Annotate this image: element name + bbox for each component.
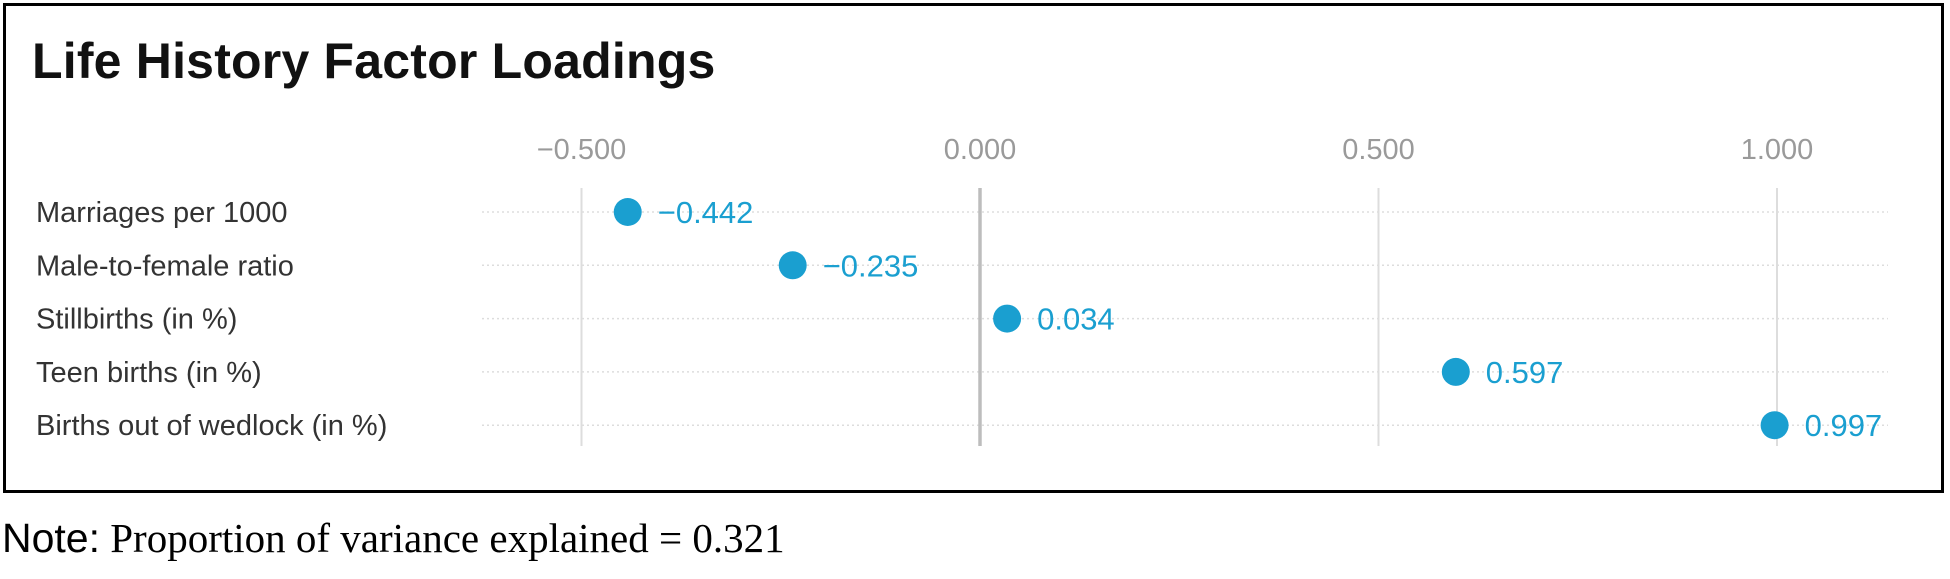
chart-title: Life History Factor Loadings [32,33,716,89]
data-point [1441,357,1470,386]
data-point [613,198,642,226]
note-label: Note: [2,515,100,561]
x-tick-label: 0.500 [1342,134,1415,166]
category-label: Teen births (in %) [36,357,262,389]
data-point [778,251,807,280]
value-label: −0.442 [658,195,754,230]
x-tick-label: 1.000 [1741,134,1814,166]
value-label: 0.997 [1805,408,1883,443]
category-label: Male-to-female ratio [36,250,294,282]
value-label: 0.597 [1486,355,1564,390]
category-label: Marriages per 1000 [36,197,287,229]
variance-note: Note: Proportion of variance explained =… [2,518,785,559]
value-label: 0.034 [1037,302,1115,337]
chart-frame [3,3,1944,493]
value-label: −0.235 [823,248,919,283]
data-point [993,304,1022,333]
x-tick-label: 0.000 [944,134,1017,166]
note-text: Proportion of variance explained = 0.321 [100,515,785,561]
x-tick-label: −0.500 [537,134,627,166]
category-label: Stillbirths (in %) [36,304,237,336]
category-label: Births out of wedlock (in %) [36,410,387,442]
data-point [1760,411,1789,440]
